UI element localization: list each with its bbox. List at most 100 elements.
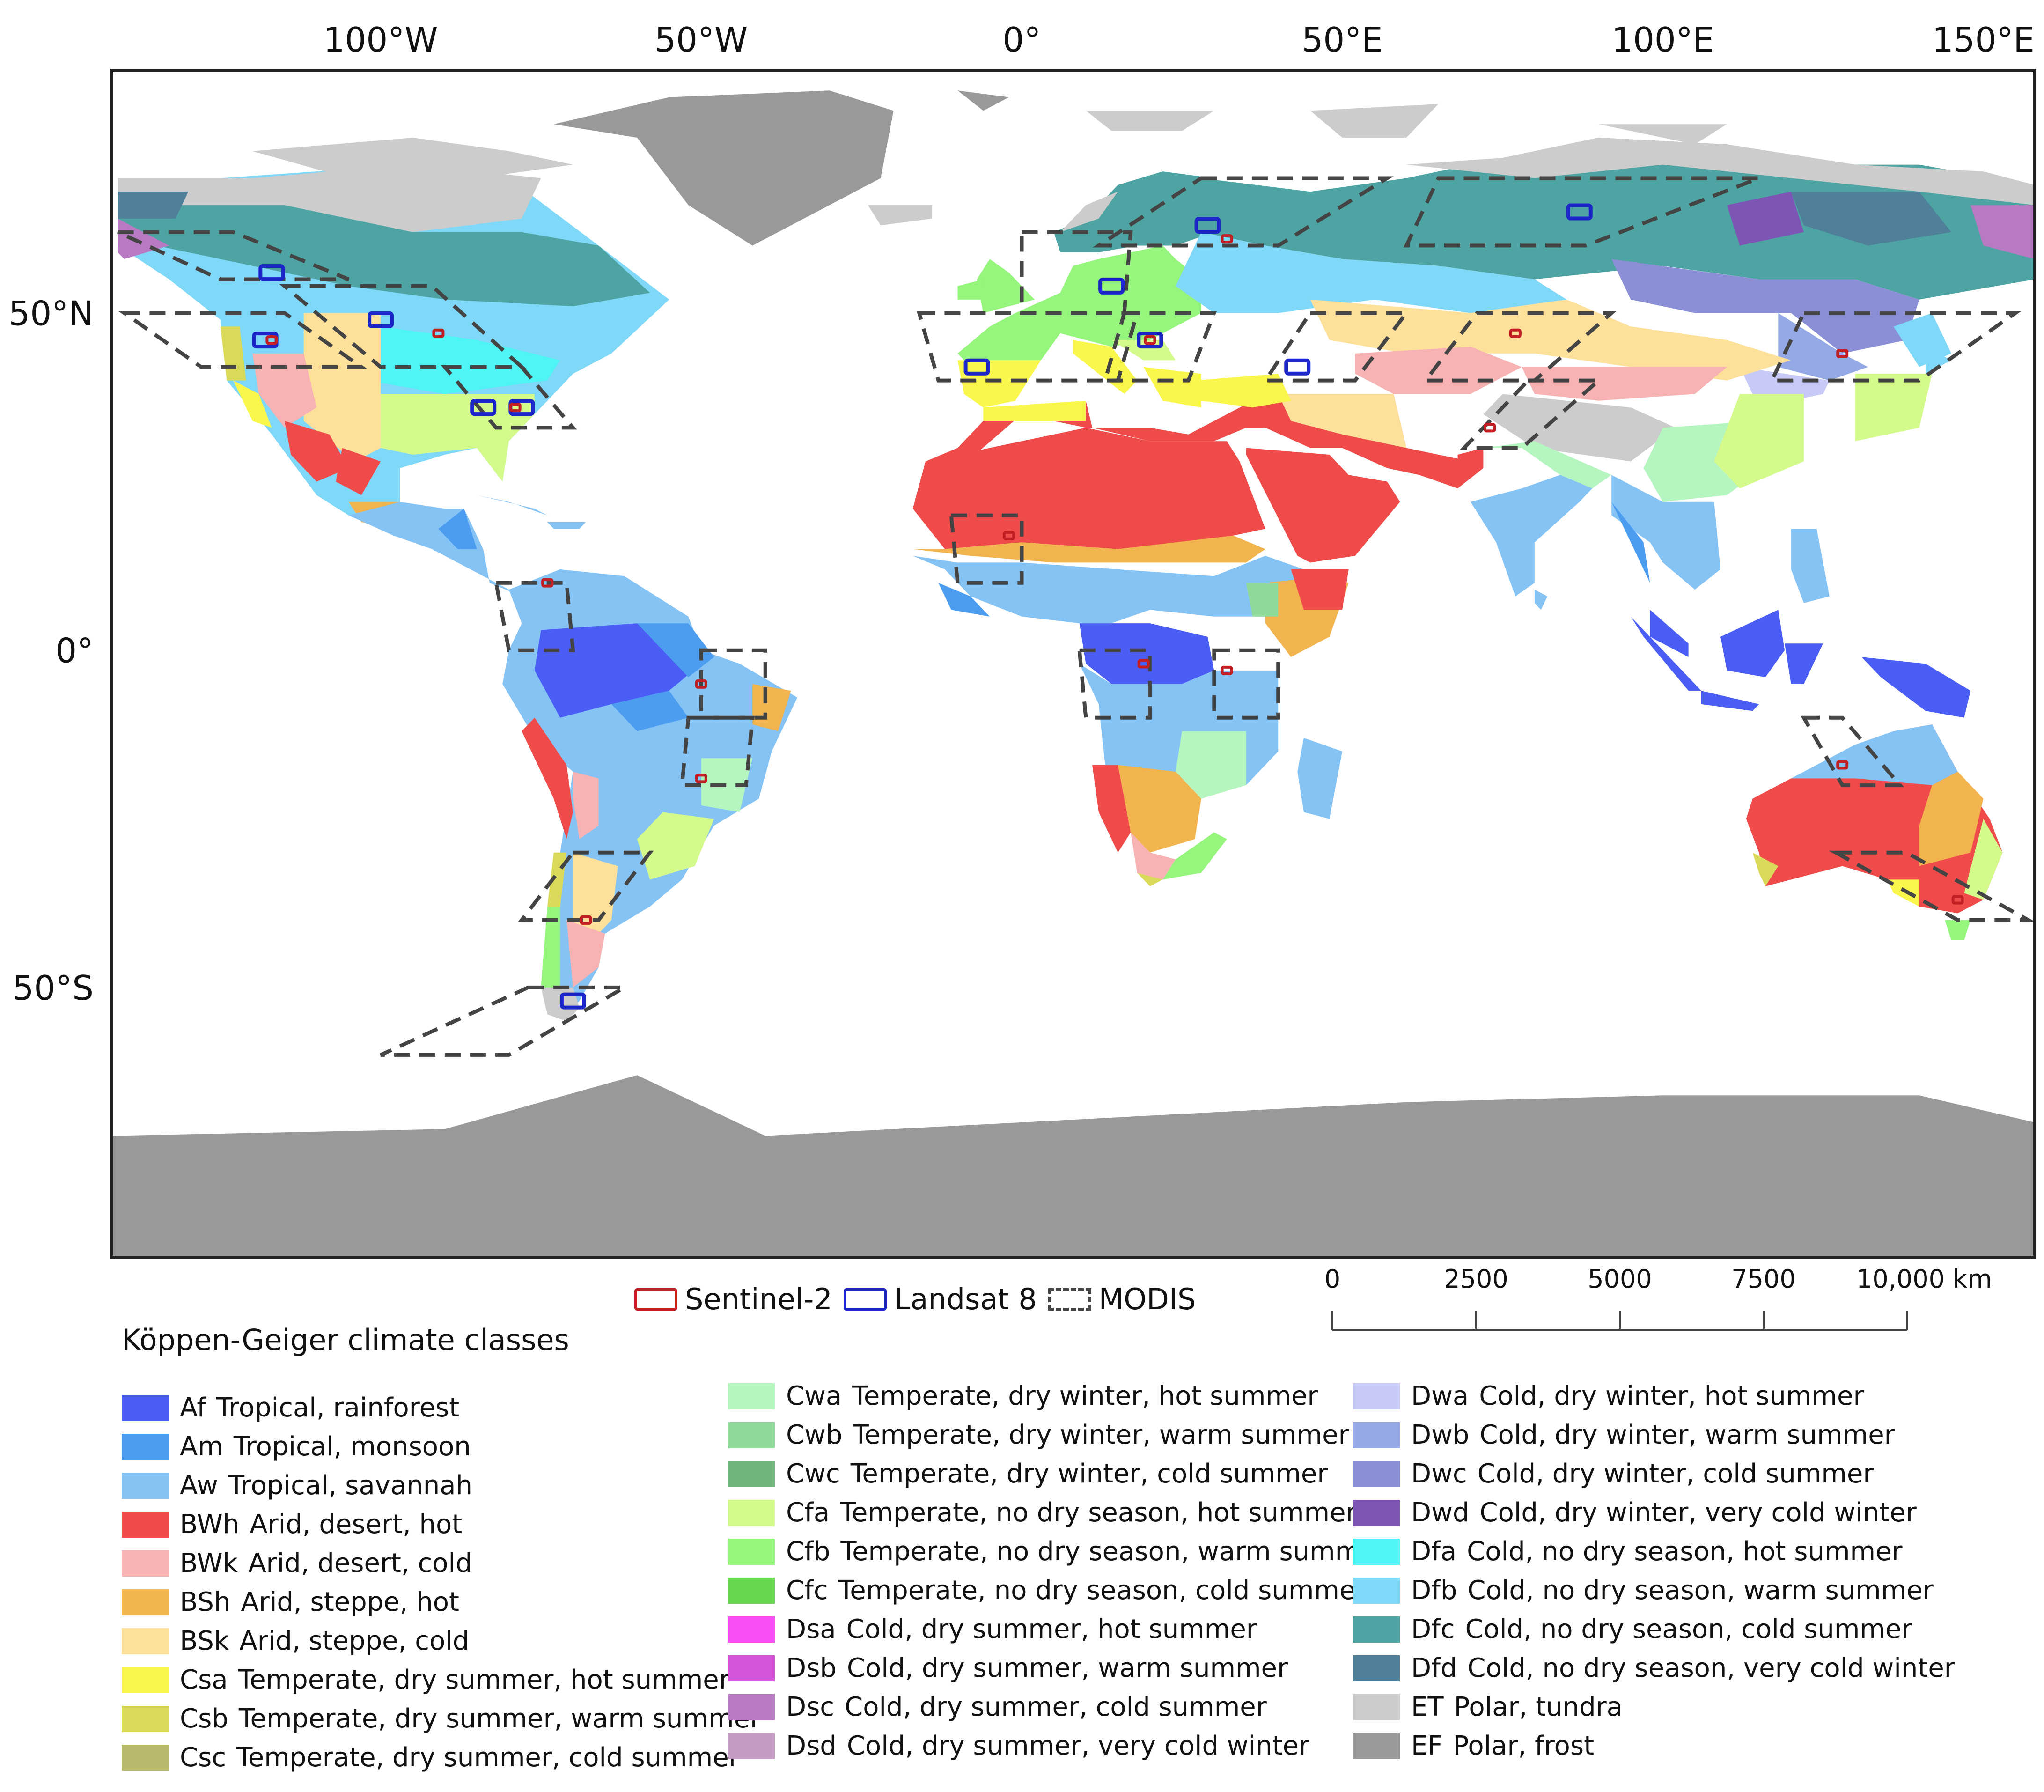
legend-label: Temperate, no dry season, cold summer: [838, 1575, 1367, 1606]
legend-label: Polar, tundra: [1454, 1692, 1623, 1722]
climate-zone-am: [611, 691, 689, 731]
legend-code: Dsa: [786, 1614, 836, 1645]
climate-zone-cfa: [1714, 394, 1804, 488]
longitude-label: 150°E: [1932, 20, 2035, 59]
climate-zone-bwk: [566, 920, 605, 988]
legend-code: Am: [180, 1431, 223, 1462]
climate-zone-af: [1079, 623, 1214, 684]
legend-item-cwb: Cwb Temperate, dry winter, warm summer: [728, 1416, 1388, 1454]
legend-landsat-8: Landsat 8: [843, 1282, 1037, 1316]
climate-zone-ef: [111, 1075, 2035, 1257]
sentinel-2-label: Sentinel-2: [685, 1282, 832, 1316]
longitude-label: 0°: [1003, 20, 1041, 59]
legend-item-dsb: Dsb Cold, dry summer, warm summer: [728, 1649, 1388, 1688]
modis-tile: [117, 230, 350, 281]
climate-zone-csa: [1195, 374, 1291, 408]
climate-zone-dfc: [1053, 171, 1214, 252]
climate-zone-dwb: [1778, 313, 1868, 381]
legend-label: Tropical, monsoon: [233, 1431, 471, 1462]
climate-zone-am: [938, 583, 990, 617]
legend-label: Arid, desert, hot: [250, 1509, 463, 1540]
climate-zone-bwh: [1291, 569, 1349, 610]
sentinel-2-tile: [695, 679, 707, 689]
climate-zone-dwd: [1727, 192, 1804, 246]
sentinel-2-tile: [1221, 234, 1233, 244]
legend-swatch: [1353, 1694, 1400, 1720]
climate-zone-bsh: [1118, 765, 1201, 853]
legend-code: Cwb: [786, 1420, 843, 1450]
climate-zone-bwh: [336, 448, 381, 495]
legend-code: Cfc: [786, 1575, 828, 1606]
landsat-8-scene: [963, 358, 990, 376]
climate-zone-bsk: [1278, 394, 1407, 448]
legend-item-am: Am Tropical, monsoon: [122, 1427, 761, 1466]
sentinel-2-tile: [541, 578, 554, 588]
legend-swatch: [1353, 1460, 1400, 1487]
landsat-8-scene: [1194, 217, 1221, 234]
modis-tile: [518, 850, 654, 922]
legend-code: Cfb: [786, 1536, 831, 1567]
climate-zone-bsh: [912, 535, 1265, 563]
climate-zone-aw: [1534, 590, 1548, 610]
climate-zone-am: [1611, 501, 1650, 583]
legend-code: Af: [180, 1393, 206, 1423]
legend-code: BSh: [180, 1587, 231, 1617]
legend-swatch: [728, 1655, 775, 1681]
legend-label: Cold, dry summer, cold summer: [845, 1692, 1267, 1722]
legend-swatch: [1353, 1577, 1400, 1604]
modis-tile: [493, 581, 575, 652]
climate-zone-csb: [1137, 873, 1163, 886]
legend-item-cwa: Cwa Temperate, dry winter, hot summer: [728, 1377, 1388, 1416]
climate-zone-af: [1650, 610, 1689, 657]
legend-code: Cwa: [786, 1381, 842, 1411]
legend-label: Tropical, rainforest: [216, 1393, 460, 1423]
legend-swatch: [1353, 1616, 1400, 1643]
climate-zone-csb: [1752, 852, 1779, 886]
climate-zone-et: [1060, 192, 1118, 232]
climate-zone-cwa: [1483, 441, 1612, 488]
legend-item-dsa: Dsa Cold, dry summer, hot summer: [728, 1610, 1388, 1649]
legend-code: Dfa: [1411, 1536, 1457, 1567]
legend-swatch: [728, 1422, 775, 1448]
world-climate-map: 100°W 50°W 0° 50°E 100°E 150°E 50°N 0° 50°S: [9, 20, 2036, 1259]
legend-item-dsc: Dsc Cold, dry summer, cold summer: [728, 1688, 1388, 1726]
climate-legend-title: Köppen-Geiger climate classes: [122, 1323, 569, 1357]
modis-tile: [1103, 311, 1217, 383]
legend-label: Arid, steppe, cold: [239, 1626, 470, 1656]
legend-code: Csc: [180, 1742, 227, 1773]
climate-zone-cfa: [1855, 374, 1932, 442]
climate-zone-af: [1861, 657, 1971, 718]
legend-sentinel-2: Sentinel-2: [634, 1282, 832, 1316]
climate-zone-dwc: [1611, 259, 1919, 354]
climate-zone-ef: [553, 90, 894, 246]
sentinel-2-tile: [509, 403, 522, 413]
modis-label: MODIS: [1098, 1282, 1196, 1316]
latitude-labels: 50°N 0° 50°S: [9, 294, 94, 1008]
legend-label: Arid, desert, cold: [248, 1548, 472, 1578]
landsat-8-scene: [258, 264, 285, 281]
climate-zone-et: [1598, 124, 1727, 145]
sentinel-2-tile: [1509, 328, 1522, 338]
modis-swatch: [1048, 1288, 1091, 1311]
sentinel-2-tile: [1137, 659, 1150, 669]
legend-label: Polar, frost: [1453, 1731, 1595, 1761]
legend-swatch: [122, 1628, 169, 1654]
climate-zone-et: [1086, 111, 1214, 131]
legend-item-csa: Csa Temperate, dry summer, hot summer: [122, 1660, 761, 1699]
modis-tile: [1403, 176, 1760, 248]
modis-tile: [1262, 311, 1411, 383]
climate-legend-column-2: Cwa Temperate, dry winter, hot summer Cwb T…: [728, 1377, 1388, 1765]
climate-zone-et: [118, 164, 541, 232]
climate-zone-aw: [1611, 475, 1720, 590]
scale-tick-label: 10,000 km: [1856, 1264, 1992, 1294]
climate-zone-cfb: [957, 279, 984, 300]
modis-tile: [441, 365, 577, 430]
legend-swatch: [122, 1394, 169, 1421]
landsat-8-scene: [1284, 358, 1311, 376]
longitude-label: 100°E: [1611, 20, 1714, 59]
legend-item-dfd: Dfd Cold, no dry season, very cold winter: [1353, 1649, 1955, 1688]
climate-zone-bwh: [1246, 448, 1400, 563]
legend-swatch: [1353, 1499, 1400, 1526]
climate-zone-bwh: [1092, 765, 1131, 853]
climate-zone-bwh: [284, 421, 349, 482]
